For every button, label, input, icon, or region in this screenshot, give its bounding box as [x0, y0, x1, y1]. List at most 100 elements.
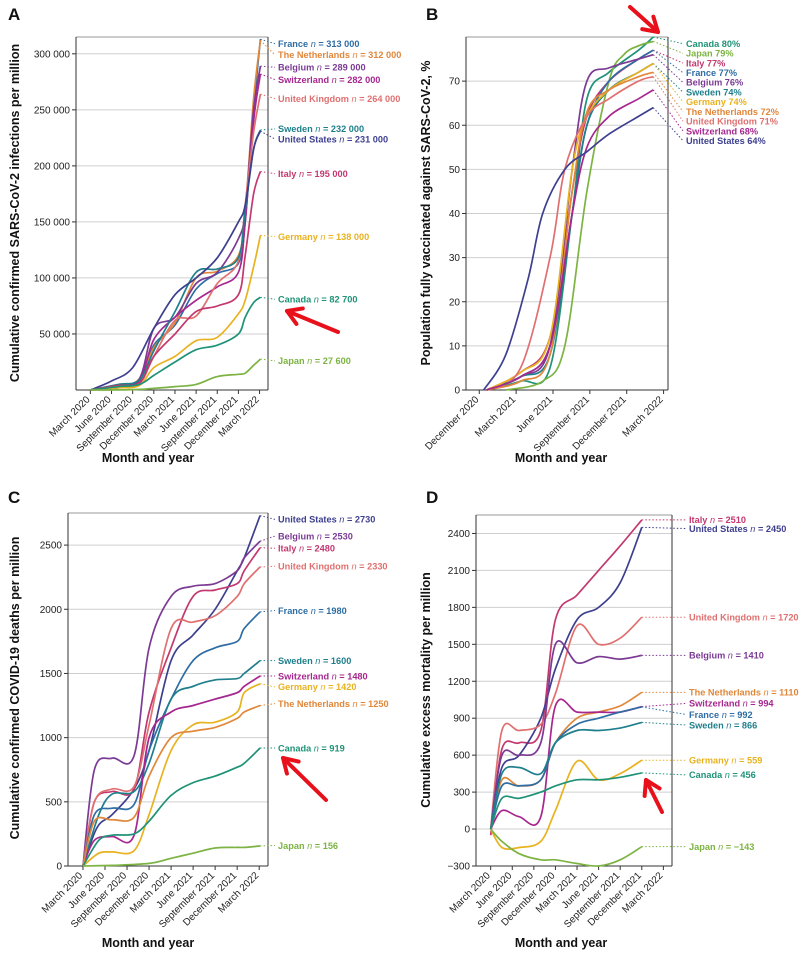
series-label-canada: Canada n = 919: [278, 743, 345, 753]
y-tick-label: 2500: [40, 541, 63, 552]
series-label-canada: Canada n = 82 700: [278, 295, 357, 305]
series-line-germany: [486, 62, 654, 391]
series-label-the-netherlands: The Netherlands n = 312 000: [278, 50, 401, 60]
y-tick-label: 10: [449, 341, 461, 352]
x-axis-title: Month and year: [515, 451, 608, 465]
label-connector: [260, 38, 276, 45]
label-connector: [260, 358, 276, 362]
y-tick-label: 2400: [448, 529, 471, 540]
y-tick-label: 50 000: [39, 329, 70, 340]
label-connector: [653, 36, 684, 45]
series-label-united-kingdom: United Kingdom n = 1720: [689, 613, 799, 623]
y-tick-label: 20: [449, 297, 461, 308]
series-label-the-netherlands: The Netherlands 72%: [686, 107, 779, 117]
series-line-japan: [505, 40, 654, 391]
series-label-japan: Japan n = 156: [278, 841, 338, 851]
panel-letter: D: [426, 488, 438, 507]
series-line-germany: [90, 235, 262, 391]
y-axis-title: Cumulative excess mortality per million: [419, 572, 433, 808]
y-tick-label: 0: [454, 386, 460, 397]
series-label-switzerland: Switzerland n = 994: [689, 699, 774, 709]
y-tick-label: 150 000: [34, 217, 71, 228]
series-label-united-states: United States n = 2730: [278, 515, 375, 525]
series-label-germany: Germany n = 559: [689, 756, 762, 766]
series-line-united-states: [482, 106, 654, 391]
series-line-belgium: [489, 640, 642, 830]
series-label-sweden: Sweden n = 866: [689, 720, 757, 730]
y-tick-label: 300 000: [34, 49, 71, 60]
y-axis-title: Cumulative confirmed COVID-19 deaths per…: [8, 537, 22, 840]
x-tick-label: December 2020: [423, 394, 481, 452]
series-line-france: [82, 611, 261, 867]
y-tick-label: 2000: [40, 605, 63, 616]
series-label-germany: Germany 74%: [686, 97, 747, 107]
y-tick-label: 0: [56, 862, 62, 873]
series-label-the-netherlands: The Netherlands n = 1110: [689, 688, 799, 698]
series-line-switzerland: [82, 675, 261, 867]
y-axis-title: Cumulative confirmed SARS-CoV-2 infectio…: [8, 44, 22, 382]
label-connector: [260, 73, 276, 81]
series-label-france: France n = 992: [689, 710, 753, 720]
series-label-japan: Japan n = 27 600: [278, 356, 351, 366]
series-label-sweden: Sweden n = 1600: [278, 656, 351, 666]
series-line-belgium: [82, 540, 261, 867]
y-tick-label: 0: [464, 825, 470, 836]
series-label-switzerland: Switzerland 68%: [686, 126, 758, 136]
panel-a: A 50 000 100 000 150 000 200 000 250 000 300 0…: [8, 5, 401, 465]
label-connector: [260, 128, 276, 131]
label-connector: [260, 296, 276, 300]
label-connector: [652, 49, 684, 74]
y-tick-label: 1500: [448, 640, 471, 651]
y-tick-label: 300: [453, 788, 470, 799]
series-line-canada: [489, 772, 642, 830]
series-label-france: France n = 313 000: [278, 39, 360, 49]
label-connector: [260, 93, 276, 100]
arrow-panel-a-icon-head: [285, 306, 305, 326]
series-label-france: France 77%: [686, 68, 737, 78]
label-connector: [652, 89, 684, 132]
label-connector: [260, 610, 276, 613]
panel-d: D−300030060090012001500180021002400March…: [419, 488, 799, 950]
arrow-panel-d-icon: [644, 778, 664, 814]
series-label-united-states: United States n = 231 000: [278, 134, 388, 144]
series-line-canada: [486, 36, 654, 391]
series-label-belgium: Belgium n = 2530: [278, 531, 353, 541]
series-label-japan: Japan n = −143: [689, 842, 754, 852]
series-line-canada: [90, 296, 261, 391]
series-label-sweden: Sweden n = 232 000: [278, 124, 364, 134]
series-line-united-kingdom: [489, 616, 643, 830]
arrow-panel-d-icon-head: [642, 778, 662, 798]
y-tick-label: 40: [449, 209, 461, 220]
x-axis-title: Month and year: [102, 451, 195, 465]
arrow-panel-b-icon: [628, 5, 660, 34]
series-label-france: France n = 1980: [278, 606, 347, 616]
y-tick-label: 1200: [448, 677, 471, 688]
series-line-italy: [90, 171, 262, 391]
arrow-panel-a-icon: [285, 309, 340, 334]
label-connector: [259, 515, 276, 520]
y-tick-label: 100 000: [34, 273, 71, 284]
series-line-japan: [490, 828, 643, 867]
series-line-italy: [489, 519, 643, 836]
series-line-united-states: [90, 130, 262, 391]
series-label-the-netherlands: The Netherlands n = 1250: [278, 699, 389, 709]
series-label-sweden: Sweden 74%: [686, 87, 742, 97]
y-tick-label: 600: [453, 751, 470, 762]
series-line-switzerland: [486, 89, 654, 391]
y-tick-label: 30: [449, 253, 461, 264]
arrow-panel-c-icon-head: [281, 756, 301, 776]
series-label-switzerland: Switzerland n = 282 000: [278, 75, 380, 85]
y-tick-label: 200 000: [34, 161, 71, 172]
y-tick-label: 900: [453, 714, 470, 725]
series-label-canada: Canada 80%: [686, 39, 740, 49]
series-label-italy: Italy n = 195 000: [278, 169, 348, 179]
y-tick-label: 50: [449, 165, 461, 176]
series-label-italy: Italy 77%: [686, 58, 725, 68]
series-line-united-kingdom: [486, 75, 654, 391]
label-connector: [260, 547, 276, 549]
series-label-canada: Canada n = 456: [689, 770, 756, 780]
series-line-united-kingdom: [90, 94, 262, 391]
label-connector: [652, 71, 684, 112]
y-tick-label: 500: [45, 797, 62, 808]
